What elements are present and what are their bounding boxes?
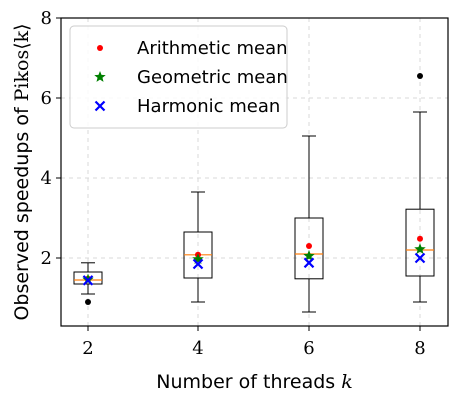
- box-iqr: [294, 217, 324, 280]
- x-tick-label: 8: [414, 338, 425, 359]
- x-stroke: [414, 252, 426, 264]
- legend: Arithmetic mean Geometric mean Harmonic me…: [69, 25, 288, 129]
- y-axis-title-math: Pikos⟨k⟩: [11, 23, 33, 101]
- x-stroke: [94, 100, 106, 112]
- legend-marker: [94, 71, 106, 82]
- y-axis-title-text: Observed speedups of: [11, 106, 33, 321]
- box-iqr: [405, 208, 435, 277]
- y-tick-label: 4: [41, 168, 52, 189]
- x-axis-title-text: Number of threads: [156, 371, 335, 393]
- outlier-point: [417, 73, 423, 79]
- mean-marker: [82, 275, 94, 286]
- plot-frame: [60, 17, 449, 327]
- legend-entry: Geometric mean: [94, 67, 288, 88]
- legend-entry: Harmonic mean: [94, 96, 280, 117]
- outlier-point: [85, 299, 91, 305]
- axis-ticks: 2 4 6 8 2 4 6 8: [41, 8, 426, 359]
- x-stroke: [192, 258, 204, 270]
- mean-markers: [82, 235, 426, 286]
- mean-marker: [303, 257, 315, 269]
- mean-marker: [303, 250, 315, 261]
- box-iqr: [73, 271, 103, 285]
- x-stroke: [82, 275, 94, 286]
- mean-marker: [414, 252, 426, 264]
- y-axis-title: Observed speedups of Pikos⟨k⟩: [11, 23, 33, 320]
- legend-label: Geometric mean: [137, 67, 288, 88]
- legend-marker: [97, 45, 103, 51]
- series-harmonic-mean: [82, 252, 426, 286]
- mean-marker: [192, 253, 204, 265]
- box-plot-6: [294, 135, 324, 313]
- legend-entry: Arithmetic mean: [97, 38, 288, 59]
- y-tick-label: 2: [41, 248, 52, 269]
- mean-marker: [306, 243, 312, 249]
- series-arithmetic-mean: [85, 235, 423, 282]
- legend-label: Arithmetic mean: [137, 38, 288, 59]
- x-stroke: [303, 257, 315, 269]
- x-axis-title-var: k: [341, 371, 353, 393]
- x-axis-title: Number of threads k: [156, 371, 352, 393]
- series-geometric-mean: [82, 243, 426, 285]
- box-plot-4: [183, 191, 213, 303]
- x-tick-label: 2: [82, 338, 93, 359]
- legend-marker: [94, 100, 106, 112]
- x-tick-label: 6: [303, 338, 314, 359]
- mean-marker: [414, 243, 426, 255]
- x-tick-label: 4: [192, 338, 203, 359]
- mean-marker: [417, 235, 423, 242]
- y-tick-label: 6: [41, 88, 52, 109]
- y-tick-label: 8: [41, 8, 52, 29]
- legend-label: Harmonic mean: [137, 96, 280, 117]
- mean-marker: [192, 258, 204, 270]
- box-plot-8: [405, 73, 435, 303]
- legend-box: [69, 25, 288, 129]
